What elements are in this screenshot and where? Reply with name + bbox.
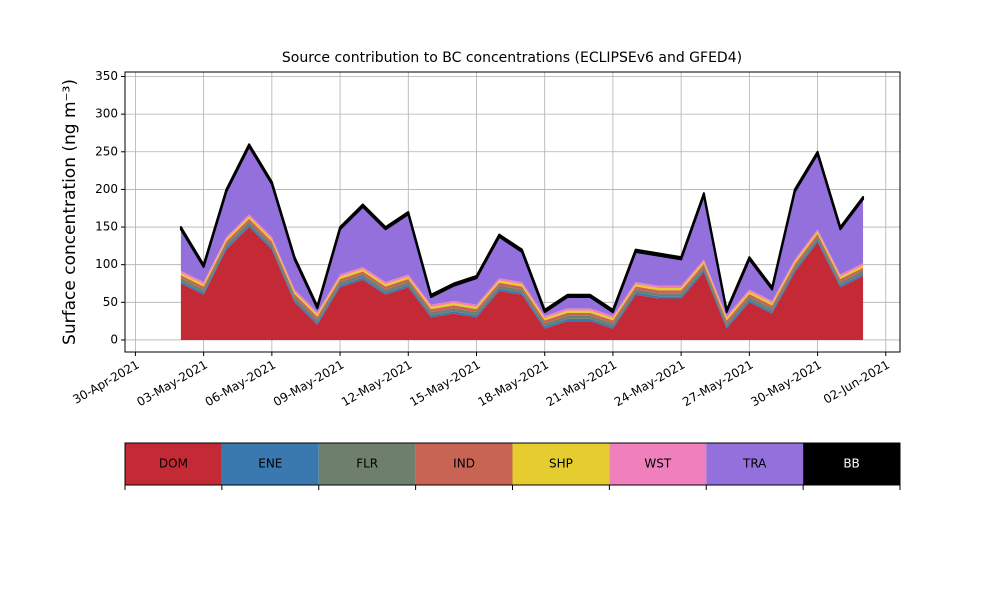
y-tick-label: 300 bbox=[95, 107, 118, 121]
legend-swatch bbox=[512, 443, 610, 485]
x-tick-label: 02-Jun-2021 bbox=[821, 358, 892, 407]
legend-label: ENE bbox=[258, 457, 282, 471]
x-tick-label: 15-May-2021 bbox=[407, 358, 482, 410]
chart-title: Source contribution to BC concentrations… bbox=[282, 50, 742, 66]
y-tick-label: 350 bbox=[95, 69, 118, 83]
area bbox=[179, 143, 865, 314]
legend-swatch bbox=[609, 443, 707, 485]
x-tick-label: 24-May-2021 bbox=[612, 358, 687, 410]
area bbox=[180, 227, 864, 340]
y-tick-label: 100 bbox=[95, 257, 118, 271]
legend-swatch bbox=[803, 443, 900, 485]
legend-label: SHP bbox=[549, 457, 573, 471]
legend-label: WST bbox=[644, 457, 671, 471]
legend-swatch bbox=[318, 443, 416, 485]
legend-swatch bbox=[125, 443, 222, 485]
x-tick-label: 30-May-2021 bbox=[748, 358, 823, 410]
y-tick-label: 200 bbox=[95, 182, 118, 196]
y-tick-label: 50 bbox=[103, 295, 118, 309]
area bbox=[180, 146, 864, 316]
legend-frame bbox=[124, 442, 901, 486]
x-tick-label: 30-Apr-2021 bbox=[70, 358, 141, 407]
legend-label: IND bbox=[453, 457, 475, 471]
legend-label: DOM bbox=[159, 457, 188, 471]
x-tick-label: 27-May-2021 bbox=[680, 358, 755, 410]
y-tick-label: 0 bbox=[110, 332, 118, 346]
legend-label: TRA bbox=[742, 457, 767, 471]
x-tick-label: 21-May-2021 bbox=[544, 358, 619, 410]
y-axis-label: Surface concentration (ng m⁻³) bbox=[60, 79, 80, 345]
y-tick-label: 250 bbox=[95, 144, 118, 158]
legend-swatch bbox=[706, 443, 804, 485]
y-tick-label: 150 bbox=[95, 220, 118, 234]
x-tick-label: 06-May-2021 bbox=[203, 358, 278, 410]
plot-frame bbox=[124, 71, 901, 353]
legend-label: BB bbox=[843, 457, 859, 471]
x-tick-label: 03-May-2021 bbox=[134, 358, 209, 410]
legend-swatch bbox=[221, 443, 319, 485]
legend-swatch bbox=[415, 443, 513, 485]
x-tick-label: 12-May-2021 bbox=[339, 358, 414, 410]
x-tick-label: 18-May-2021 bbox=[475, 358, 550, 410]
x-tick-label: 09-May-2021 bbox=[271, 358, 346, 410]
legend-label: FLR bbox=[356, 457, 378, 471]
